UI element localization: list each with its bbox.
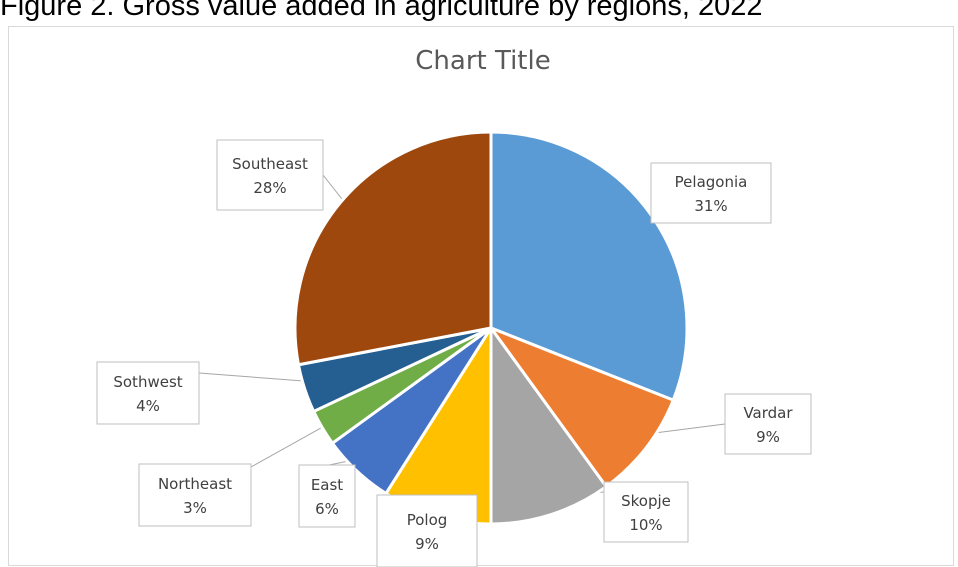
data-label-value: 9%: [415, 535, 439, 553]
data-label-value: 9%: [756, 428, 780, 446]
figure-caption: Figure 2. Gross value added in agricultu…: [0, 0, 763, 22]
data-label-skopje: Skopje 10%: [603, 481, 689, 543]
data-label-value: 4%: [136, 397, 160, 415]
data-label-value: 3%: [183, 499, 207, 517]
data-label-box: [96, 361, 200, 425]
pie-slice-southeast: [293, 130, 493, 367]
data-label-category: Pelagonia: [675, 173, 748, 191]
data-label-box: [138, 463, 252, 527]
data-label-box: [603, 481, 689, 543]
chart-title: Chart Title: [415, 46, 550, 76]
data-label-category: Sothwest: [113, 373, 182, 391]
data-label-pelagonia: Pelagonia 31%: [650, 162, 772, 224]
data-label-polog: Polog 9%: [376, 494, 478, 567]
data-label-box: [724, 393, 812, 455]
data-label-category: Polog: [407, 511, 448, 529]
data-label-southeast: Southeast 28%: [216, 139, 324, 211]
pie-slice-skopje: [489, 326, 608, 526]
pie-chart: Chart Title Pelagonia 31% Vardar 9% Skopje 10…: [96, 46, 812, 567]
data-label-box: [376, 494, 478, 567]
data-label-northeast: Northeast 3%: [138, 463, 252, 527]
data-label-east: East 6%: [298, 464, 356, 528]
data-label-category: Vardar: [743, 404, 793, 422]
data-label-value: 10%: [629, 516, 662, 534]
data-label-box: [216, 139, 324, 211]
data-label-value: 28%: [253, 179, 286, 197]
data-label-category: Southeast: [232, 155, 308, 173]
data-label-value: 31%: [694, 197, 727, 215]
data-label-vardar: Vardar 9%: [724, 393, 812, 455]
data-label-sothwest: Sothwest 4%: [96, 361, 200, 425]
data-label-category: Skopje: [621, 492, 671, 510]
chart-area: Chart Title Pelagonia 31% Vardar 9% Skopje 10…: [8, 26, 954, 567]
data-label-box: [650, 162, 772, 224]
data-label-category: Northeast: [158, 475, 232, 493]
data-label-box: [298, 464, 356, 528]
data-label-category: East: [311, 476, 343, 494]
data-label-value: 6%: [315, 500, 339, 518]
